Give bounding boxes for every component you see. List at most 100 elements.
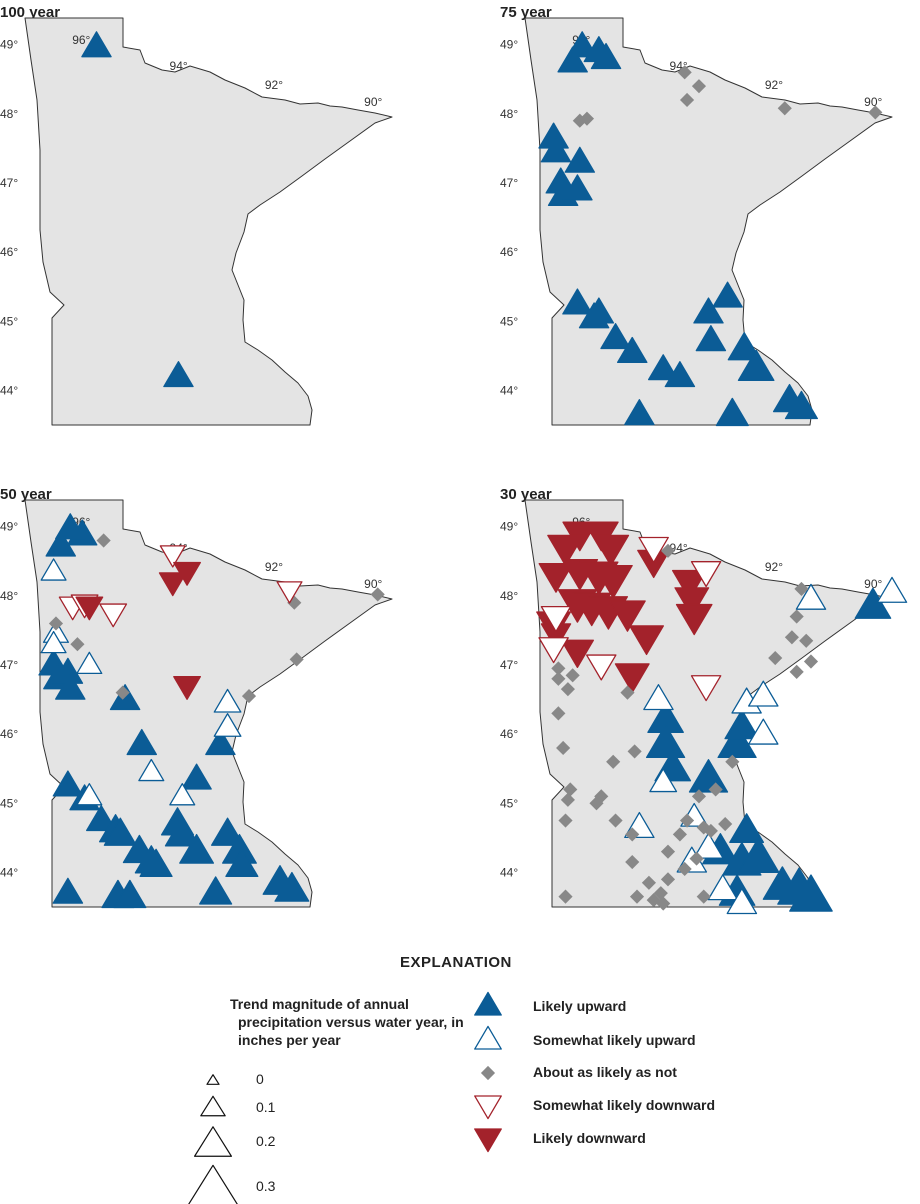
station-marker-somewhat-up bbox=[76, 651, 103, 675]
station-marker-likely-up bbox=[164, 816, 200, 847]
latitude-label: 45° bbox=[0, 314, 18, 328]
station-marker-about-even bbox=[679, 92, 695, 108]
station-marker-somewhat-down bbox=[586, 654, 617, 681]
station-marker-about-even bbox=[868, 105, 883, 120]
longitude-label: 92° bbox=[265, 560, 283, 574]
legend-label-somewhat-likely-downward: Somewhat likely downward bbox=[533, 1097, 716, 1113]
station-marker-likely-up bbox=[717, 724, 757, 759]
station-marker-likely-down bbox=[671, 569, 707, 600]
station-marker-about-even bbox=[656, 896, 671, 911]
station-marker-about-even bbox=[672, 827, 687, 842]
station-marker-somewhat-up bbox=[76, 783, 103, 806]
station-marker-somewhat-down bbox=[690, 675, 722, 702]
station-marker-likely-up bbox=[86, 805, 117, 832]
station-marker-somewhat-up bbox=[138, 758, 165, 782]
station-marker-about-even bbox=[625, 854, 640, 870]
station-marker-somewhat-down bbox=[276, 581, 303, 604]
station-marker-likely-down bbox=[158, 572, 187, 597]
legend-label-about-as-likely-as-not: About as likely as not bbox=[533, 1064, 677, 1080]
station-marker-likely-up bbox=[163, 361, 194, 388]
latitude-label: 44° bbox=[0, 865, 18, 879]
legend-symbol-somewhat-down bbox=[474, 1095, 502, 1120]
longitude-label: 92° bbox=[765, 78, 783, 92]
station-marker-likely-up bbox=[564, 146, 596, 173]
latitude-label: 47° bbox=[500, 658, 518, 672]
latitude-label: 47° bbox=[0, 658, 18, 672]
magnitude-symbol-1 bbox=[200, 1095, 226, 1117]
station-marker-likely-up bbox=[540, 136, 572, 163]
station-marker-somewhat-down bbox=[99, 603, 128, 628]
latitude-label: 49° bbox=[0, 520, 18, 534]
station-marker-somewhat-down bbox=[540, 605, 572, 633]
minnesota-outline bbox=[24, 499, 393, 908]
station-marker-likely-down bbox=[173, 676, 201, 700]
station-marker-about-even bbox=[96, 533, 111, 548]
latitude-label: 47° bbox=[0, 176, 18, 190]
station-marker-somewhat-up bbox=[643, 684, 674, 711]
station-marker-likely-down bbox=[538, 562, 574, 593]
latitude-label: 45° bbox=[0, 796, 18, 810]
station-marker-about-even bbox=[660, 844, 676, 859]
station-marker-somewhat-up bbox=[649, 768, 678, 793]
longitude-label: 90° bbox=[364, 95, 382, 109]
station-marker-likely-up bbox=[179, 833, 215, 864]
station-marker-likely-up bbox=[562, 288, 593, 315]
legend-symbol-about-even bbox=[480, 1065, 496, 1081]
station-marker-somewhat-up bbox=[876, 576, 908, 603]
station-marker-about-even bbox=[696, 889, 711, 904]
station-marker-likely-up bbox=[205, 728, 236, 756]
station-marker-likely-down bbox=[614, 663, 650, 694]
station-marker-somewhat-up bbox=[726, 888, 758, 915]
legend-label-likely-downward: Likely downward bbox=[533, 1130, 646, 1146]
latitude-label: 49° bbox=[500, 38, 518, 52]
station-marker-somewhat-up bbox=[40, 630, 67, 654]
station-marker-likely-down bbox=[629, 625, 664, 656]
station-marker-likely-up bbox=[645, 724, 686, 759]
station-marker-about-even bbox=[289, 652, 304, 667]
station-marker-likely-up bbox=[134, 845, 168, 874]
station-marker-likely-up bbox=[113, 879, 147, 909]
panel-title: 50 year bbox=[0, 486, 52, 503]
station-marker-likely-up bbox=[695, 325, 727, 352]
station-marker-likely-up bbox=[52, 770, 84, 797]
station-marker-about-even bbox=[551, 661, 566, 676]
latitude-label: 46° bbox=[500, 245, 518, 259]
station-marker-likely-up bbox=[562, 174, 593, 201]
station-marker-about-even bbox=[691, 789, 707, 804]
station-marker-somewhat-down bbox=[638, 536, 669, 563]
station-marker-somewhat-down bbox=[159, 545, 186, 568]
longitude-label: 90° bbox=[864, 95, 882, 109]
station-marker-likely-up bbox=[715, 397, 749, 427]
longitude-label: 92° bbox=[765, 560, 783, 574]
station-marker-about-even bbox=[708, 782, 723, 797]
station-marker-about-even bbox=[70, 637, 85, 652]
latitude-label: 46° bbox=[500, 727, 518, 741]
latitude-label: 48° bbox=[500, 589, 518, 603]
station-marker-likely-up bbox=[600, 323, 631, 350]
latitude-label: 48° bbox=[0, 589, 18, 603]
station-marker-somewhat-down bbox=[690, 561, 722, 588]
station-marker-about-even bbox=[789, 609, 804, 624]
latitude-label: 44° bbox=[500, 865, 518, 879]
station-marker-about-even bbox=[653, 886, 668, 901]
station-marker-likely-up bbox=[729, 813, 765, 844]
station-marker-about-even bbox=[660, 872, 676, 887]
station-marker-likely-up bbox=[737, 349, 775, 381]
station-marker-about-even bbox=[679, 813, 695, 828]
magnitude-label-0: 0 bbox=[256, 1071, 264, 1087]
station-marker-about-even bbox=[696, 820, 711, 835]
station-marker-likely-up bbox=[557, 46, 588, 73]
station-marker-likely-up bbox=[737, 837, 780, 874]
latitude-label: 45° bbox=[500, 796, 518, 810]
panel-title: 75 year bbox=[500, 4, 552, 21]
station-marker-likely-up bbox=[55, 513, 86, 540]
station-marker-somewhat-up bbox=[40, 558, 67, 581]
station-marker-about-even bbox=[691, 79, 707, 94]
station-marker-likely-up bbox=[784, 390, 819, 420]
station-marker-about-even bbox=[789, 664, 804, 679]
station-marker-about-even bbox=[718, 816, 733, 832]
station-marker-likely-up bbox=[52, 877, 84, 904]
latitude-label: 47° bbox=[500, 176, 518, 190]
station-marker-about-even bbox=[558, 813, 573, 828]
station-marker-likely-up bbox=[854, 587, 892, 619]
